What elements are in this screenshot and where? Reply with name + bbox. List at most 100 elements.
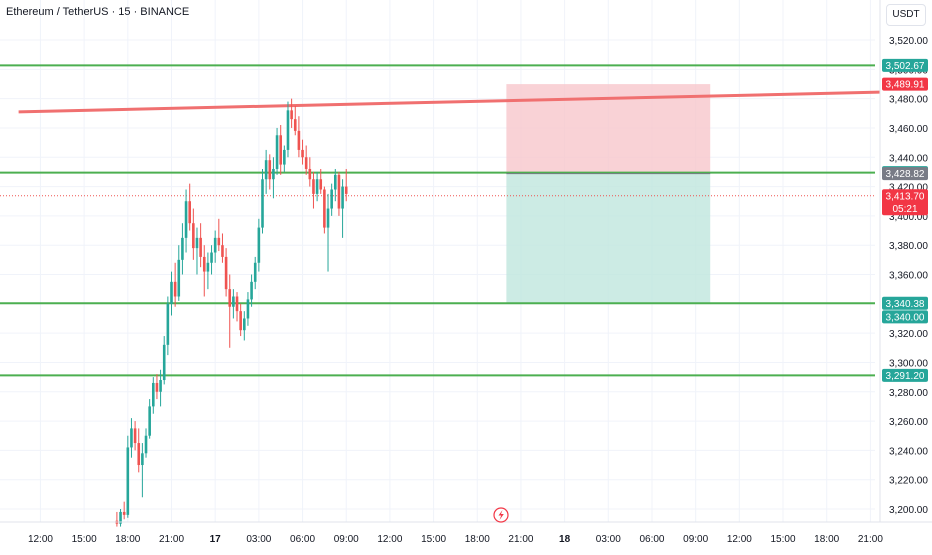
currency-unit-button[interactable]: USDT bbox=[886, 4, 926, 26]
time-tick-label: 21:00 bbox=[159, 534, 184, 545]
price-label-badge: 3,489.91 bbox=[882, 77, 928, 91]
candle-body bbox=[283, 149, 286, 165]
candle-body bbox=[337, 174, 341, 209]
candle-body bbox=[221, 245, 224, 257]
price-label-text: 3,489.91 bbox=[886, 80, 925, 91]
candle-body bbox=[341, 186, 344, 209]
time-tick-label: 18:00 bbox=[115, 534, 140, 545]
countdown-text: 05:21 bbox=[892, 204, 917, 215]
price-label-bg bbox=[882, 310, 928, 324]
candle-body bbox=[334, 174, 337, 190]
price-label-badge: 3,291.20 bbox=[882, 368, 928, 382]
candle bbox=[334, 168, 337, 202]
candle bbox=[195, 227, 199, 275]
candle-body bbox=[250, 281, 253, 300]
candle-body bbox=[155, 382, 159, 392]
candle bbox=[279, 125, 282, 175]
candle-body bbox=[141, 453, 144, 466]
candle-body bbox=[213, 237, 217, 253]
candle bbox=[202, 245, 206, 297]
time-tick-label: 06:00 bbox=[290, 534, 315, 545]
price-label-bg bbox=[882, 189, 928, 216]
symbol-title[interactable]: Ethereum / TetherUS · 15 · BINANCE bbox=[6, 6, 190, 18]
candle bbox=[337, 171, 341, 216]
candle bbox=[246, 292, 250, 326]
candle-body bbox=[173, 281, 177, 297]
candle-body bbox=[152, 382, 155, 407]
candle-body bbox=[257, 227, 261, 263]
time-tick-label: 18:00 bbox=[465, 534, 490, 545]
candle bbox=[261, 168, 264, 234]
price-label-bg bbox=[882, 77, 928, 91]
candle bbox=[257, 218, 261, 272]
candle-body bbox=[246, 299, 250, 319]
time-tick-label: 18:00 bbox=[814, 534, 839, 545]
candle bbox=[224, 248, 228, 297]
candle bbox=[162, 336, 166, 385]
candle bbox=[170, 271, 173, 316]
candle-body bbox=[228, 289, 232, 307]
candle bbox=[268, 154, 272, 190]
candle bbox=[253, 256, 257, 290]
candle bbox=[199, 223, 202, 268]
candle-body bbox=[202, 256, 206, 272]
time-tick-label: 15:00 bbox=[771, 534, 796, 545]
y-tick-label: 3,260.00 bbox=[889, 417, 928, 428]
candle-body bbox=[170, 281, 173, 304]
candle bbox=[297, 116, 301, 158]
candle bbox=[122, 501, 126, 520]
time-tick-label: 06:00 bbox=[639, 534, 664, 545]
candle-body bbox=[184, 201, 188, 238]
candle-body bbox=[308, 168, 312, 180]
candle-body bbox=[206, 262, 210, 272]
candle bbox=[177, 245, 181, 301]
y-tick-label: 3,480.00 bbox=[889, 95, 928, 106]
candle bbox=[206, 252, 210, 290]
candle-body bbox=[312, 179, 315, 194]
candle bbox=[308, 157, 312, 187]
candle-body bbox=[243, 318, 246, 331]
candle bbox=[272, 157, 275, 199]
candle bbox=[341, 179, 344, 238]
candle-body bbox=[133, 428, 137, 444]
candle-body bbox=[319, 179, 323, 190]
candle bbox=[319, 168, 323, 194]
lightning-event-icon[interactable] bbox=[493, 507, 509, 523]
y-tick-label: 3,320.00 bbox=[889, 329, 928, 340]
candle bbox=[232, 289, 235, 319]
candle-body bbox=[210, 252, 213, 263]
candle-body bbox=[235, 296, 239, 312]
time-tick-label: 21:00 bbox=[858, 534, 883, 545]
price-label-text: 3,291.20 bbox=[886, 371, 925, 382]
candle-body bbox=[344, 186, 348, 194]
candle-body bbox=[272, 168, 275, 180]
candle-body bbox=[239, 311, 242, 331]
candle-body bbox=[188, 201, 191, 224]
candle-body bbox=[264, 160, 268, 180]
candle bbox=[130, 418, 133, 458]
take-profit-zone bbox=[506, 173, 711, 304]
price-label-badge: 3,340.00 bbox=[882, 310, 928, 324]
candle bbox=[159, 369, 162, 407]
time-tick-label: 15:00 bbox=[72, 534, 97, 545]
candle-body bbox=[166, 303, 170, 345]
time-tick-label: 09:00 bbox=[683, 534, 708, 545]
candle-body bbox=[326, 208, 330, 228]
time-tick-label: 12:00 bbox=[377, 534, 402, 545]
time-tick-label: 12:00 bbox=[727, 534, 752, 545]
candle bbox=[235, 292, 239, 322]
candle-body bbox=[137, 443, 141, 466]
price-label-text: 3,428.82 bbox=[886, 169, 925, 180]
y-tick-label: 3,400.00 bbox=[889, 212, 928, 223]
candle-body bbox=[181, 237, 184, 260]
candle-body bbox=[144, 435, 148, 454]
price-label-bg bbox=[882, 296, 928, 310]
candle-body bbox=[323, 189, 326, 228]
candle bbox=[152, 377, 155, 414]
candle bbox=[243, 311, 246, 341]
price-label-text: 3,340.00 bbox=[886, 312, 925, 323]
candle-body bbox=[286, 110, 290, 150]
candle bbox=[155, 374, 159, 400]
